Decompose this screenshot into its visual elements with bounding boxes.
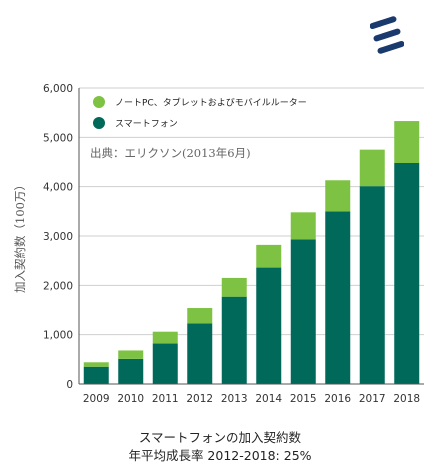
x-tick-label: 2016 — [324, 393, 351, 405]
bar-2015-series-2 — [290, 212, 316, 240]
y-tick-label: 0 — [66, 379, 73, 391]
y-tick-label: 4,000 — [43, 182, 73, 194]
y-tick-label: 3,000 — [43, 231, 73, 243]
bar-2012-series-1 — [187, 323, 213, 384]
legend-swatch-series-2 — [93, 96, 105, 108]
bar-2014-series-2 — [256, 244, 282, 268]
bar-2018-series-2 — [394, 121, 420, 163]
x-tick-label: 2012 — [186, 393, 213, 405]
bar-2014-series-1 — [256, 267, 282, 384]
chart-caption-cagr: 年平均成長率 2012-2018: 25% — [128, 448, 312, 463]
x-tick-label: 2013 — [221, 393, 248, 405]
bar-2011-series-2 — [152, 331, 178, 344]
bar-2017-series-2 — [359, 149, 385, 187]
bar-2016-series-2 — [325, 180, 351, 212]
x-tick-label: 2009 — [83, 393, 110, 405]
bar-2010-series-1 — [118, 358, 144, 384]
bar-2013-series-2 — [221, 277, 247, 297]
bars — [83, 121, 420, 384]
x-tick-label: 2010 — [117, 393, 144, 405]
y-tick-label: 2,000 — [43, 280, 73, 292]
source-annotation: 出典：エリクソン(2013年6月) — [90, 146, 251, 160]
chart-caption-title: スマートフォンの加入契約数 — [138, 430, 302, 445]
legend-label-series-1: スマートフォン — [115, 120, 178, 130]
bar-2011-series-1 — [152, 343, 178, 384]
bar-2009-series-2 — [83, 362, 109, 367]
bar-2012-series-2 — [187, 308, 213, 324]
y-tick-label: 1,000 — [43, 330, 73, 342]
y-tick-label: 5,000 — [43, 132, 73, 144]
x-tick-label: 2017 — [359, 393, 386, 405]
bar-2018-series-1 — [394, 162, 420, 384]
x-tick-label: 2018 — [393, 393, 420, 405]
legend: ノートPC、タブレットおよびモバイルルーター スマートフォン — [93, 96, 307, 130]
bar-2015-series-1 — [290, 239, 316, 384]
y-tick-label: 6,000 — [43, 83, 73, 95]
ericsson-logo-icon — [370, 16, 404, 54]
x-tick-label: 2015 — [290, 393, 317, 405]
bar-2010-series-2 — [118, 350, 144, 359]
x-tick-label: 2014 — [255, 393, 282, 405]
y-axis-label: 加入契約数（100万） — [13, 179, 27, 293]
bar-2009-series-1 — [83, 366, 109, 384]
bar-2016-series-1 — [325, 211, 351, 384]
legend-swatch-series-1 — [93, 117, 105, 129]
x-tick-label: 2011 — [152, 393, 179, 405]
bar-2017-series-1 — [359, 186, 385, 384]
legend-label-series-2: ノートPC、タブレットおよびモバイルルーター — [115, 97, 307, 109]
bar-2013-series-1 — [221, 296, 247, 384]
axes: 0 1,000 2,000 3,000 4,000 5,000 6,000 2009 2010 2… — [43, 83, 424, 405]
